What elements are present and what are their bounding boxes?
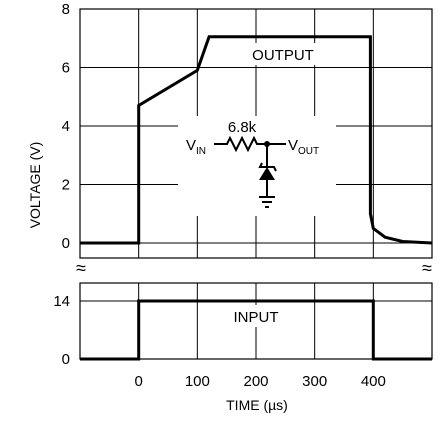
y-tick-label: 8 xyxy=(62,1,70,18)
output-y-ticks: 0 2 4 6 8 xyxy=(62,1,70,252)
y-axis-label: VOLTAGE (V) xyxy=(27,142,43,229)
y-tick-label: 4 xyxy=(62,118,70,135)
vin-label: VIN xyxy=(186,137,206,157)
y-tick-label: 0 xyxy=(62,235,70,252)
ground-symbol xyxy=(259,196,275,208)
x-ticks: 0 100 200 300 400 xyxy=(134,373,385,390)
break-symbol-right: ≈ xyxy=(422,258,432,278)
plot-frames xyxy=(79,8,433,360)
output-trace-label: OUTPUT xyxy=(252,47,314,64)
input-label-box: INPUT xyxy=(224,305,288,327)
x-tick-label: 300 xyxy=(302,373,327,390)
input-trace-label: INPUT xyxy=(234,309,279,326)
input-series-line xyxy=(80,299,432,361)
x-axis-label: TIME (µs) xyxy=(226,397,288,413)
x-tick-label: 400 xyxy=(361,373,386,390)
x-tick-label: 200 xyxy=(243,373,268,390)
input-panel-frame xyxy=(79,282,433,360)
y-tick-label: 2 xyxy=(62,177,70,194)
input-y-ticks: 0 14 xyxy=(53,293,70,368)
x-tick-label: 0 xyxy=(134,373,142,390)
break-symbol-left: ≈ xyxy=(76,258,86,278)
y-tick-label: 14 xyxy=(53,293,70,310)
x-tick-label: 100 xyxy=(185,373,210,390)
output-series-line xyxy=(80,35,433,245)
resistor-value-label: 6.8k xyxy=(228,119,257,136)
zener-schematic: VIN 6.8k VOUT xyxy=(178,116,336,216)
vout-label: VOUT xyxy=(288,137,319,157)
y-tick-label: 0 xyxy=(62,351,70,368)
zener-triangle xyxy=(259,167,275,180)
y-tick-label: 6 xyxy=(62,60,70,77)
resistor-symbol xyxy=(214,135,266,153)
output-panel-frame xyxy=(79,8,433,259)
output-label-box: OUTPUT xyxy=(244,43,322,65)
